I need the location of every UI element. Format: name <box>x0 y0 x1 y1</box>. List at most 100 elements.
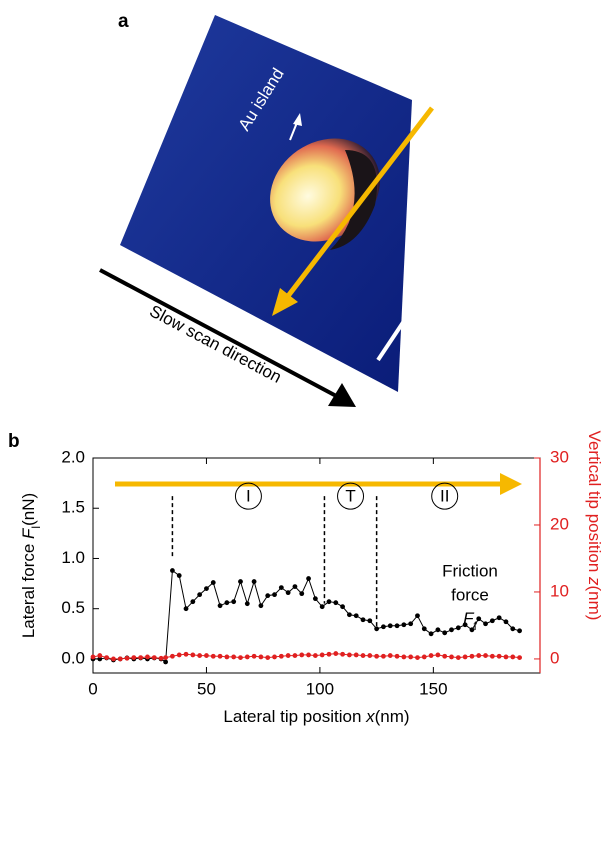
data-point <box>210 653 216 659</box>
data-point <box>510 654 516 660</box>
y2-tick-label: 20 <box>550 514 569 533</box>
data-point <box>244 654 250 660</box>
x-axis-label-part: (nm) <box>375 707 410 726</box>
annotation-sub: f <box>474 619 478 633</box>
data-point <box>190 599 196 605</box>
data-point <box>340 604 345 610</box>
data-point <box>503 619 509 625</box>
data-point <box>244 601 250 607</box>
data-point <box>449 654 454 660</box>
region-label: I <box>246 487 251 506</box>
slow-scan-arrow <box>99 268 341 400</box>
data-point <box>145 654 150 660</box>
y2-axis-label-part: (nm) <box>585 586 604 621</box>
data-point <box>374 653 380 659</box>
direction-arrow-head <box>500 473 522 495</box>
data-point <box>408 654 414 660</box>
data-point <box>190 652 196 658</box>
x-axis-label: Lateral tip position x(nm) <box>223 707 409 726</box>
data-point <box>158 655 164 661</box>
data-point <box>224 600 230 606</box>
y2-axis-label-part: z <box>585 576 604 586</box>
data-point <box>455 625 461 631</box>
y-tick-label: 2.0 <box>61 447 85 466</box>
scan-arrow-head <box>272 288 298 316</box>
island-pointer-head <box>293 113 302 126</box>
data-point <box>381 653 386 659</box>
data-point <box>265 655 271 660</box>
y-tick-label: 1.0 <box>61 548 85 567</box>
data-point <box>272 654 277 660</box>
data-point <box>421 654 427 660</box>
y2-tick-label: 10 <box>550 581 569 600</box>
data-point <box>170 653 175 659</box>
region-circle <box>431 482 459 510</box>
data-point <box>104 655 110 660</box>
data-point <box>353 652 359 658</box>
data-point <box>360 617 366 623</box>
data-point <box>517 655 522 660</box>
data-point <box>476 653 482 658</box>
slow-scan-arrow-head <box>328 383 356 407</box>
data-point <box>306 576 311 581</box>
data-point <box>151 655 157 660</box>
data-point <box>469 653 475 659</box>
data-point <box>442 630 448 636</box>
x-tick-label: 100 <box>306 679 334 698</box>
data-point <box>517 628 522 634</box>
data-point <box>197 592 203 598</box>
data-point <box>117 656 123 662</box>
data-point <box>124 655 130 661</box>
data-point <box>312 653 318 658</box>
data-point <box>428 631 434 637</box>
y-tick-label: 0.5 <box>61 598 85 617</box>
data-point <box>138 655 144 660</box>
region-circle <box>234 482 262 510</box>
data-point <box>353 613 359 619</box>
data-point <box>394 653 400 659</box>
data-point <box>251 653 257 659</box>
annotation: force <box>451 585 489 604</box>
y-tick-label: 1.5 <box>61 498 85 517</box>
data-point <box>210 580 216 585</box>
x-axis-label-part: x <box>365 707 375 726</box>
afm-surface <box>120 15 412 392</box>
data-point <box>319 652 325 658</box>
y-axis-label: Lateral force Fl(nN) <box>19 493 43 638</box>
data-point <box>374 626 380 632</box>
data-point <box>319 604 325 610</box>
y2-tick-label: 0 <box>550 648 559 667</box>
data-point <box>326 599 332 605</box>
data-point <box>326 651 332 657</box>
data-point <box>231 599 237 605</box>
data-point <box>258 603 264 609</box>
data-point <box>299 591 305 597</box>
data-point <box>333 600 339 606</box>
data-point <box>278 653 284 659</box>
y2-axis-label-part: Vertical tip position <box>585 431 604 577</box>
data-point <box>333 651 339 656</box>
x-axis-label-part: Lateral tip position <box>223 707 366 726</box>
panel-label: a <box>118 11 129 32</box>
data-point <box>408 621 414 627</box>
data-point <box>312 596 318 602</box>
data-point <box>238 579 243 584</box>
data-point <box>367 618 373 624</box>
data-point <box>111 656 116 662</box>
y-axis-label-part: Lateral force <box>19 539 38 638</box>
data-point <box>428 653 434 658</box>
data-point <box>415 655 420 660</box>
y-axis-label-part: l <box>29 526 43 529</box>
region-label: II <box>440 487 449 506</box>
data-point <box>251 579 257 584</box>
data-point <box>442 653 448 659</box>
data-point <box>347 612 352 618</box>
data-point <box>217 603 223 609</box>
data-point <box>217 653 223 659</box>
data-point <box>285 653 291 658</box>
data-point <box>204 586 209 592</box>
y-axis-label-part: (nN) <box>19 493 38 526</box>
data-point <box>131 655 137 660</box>
data-point <box>489 653 495 659</box>
